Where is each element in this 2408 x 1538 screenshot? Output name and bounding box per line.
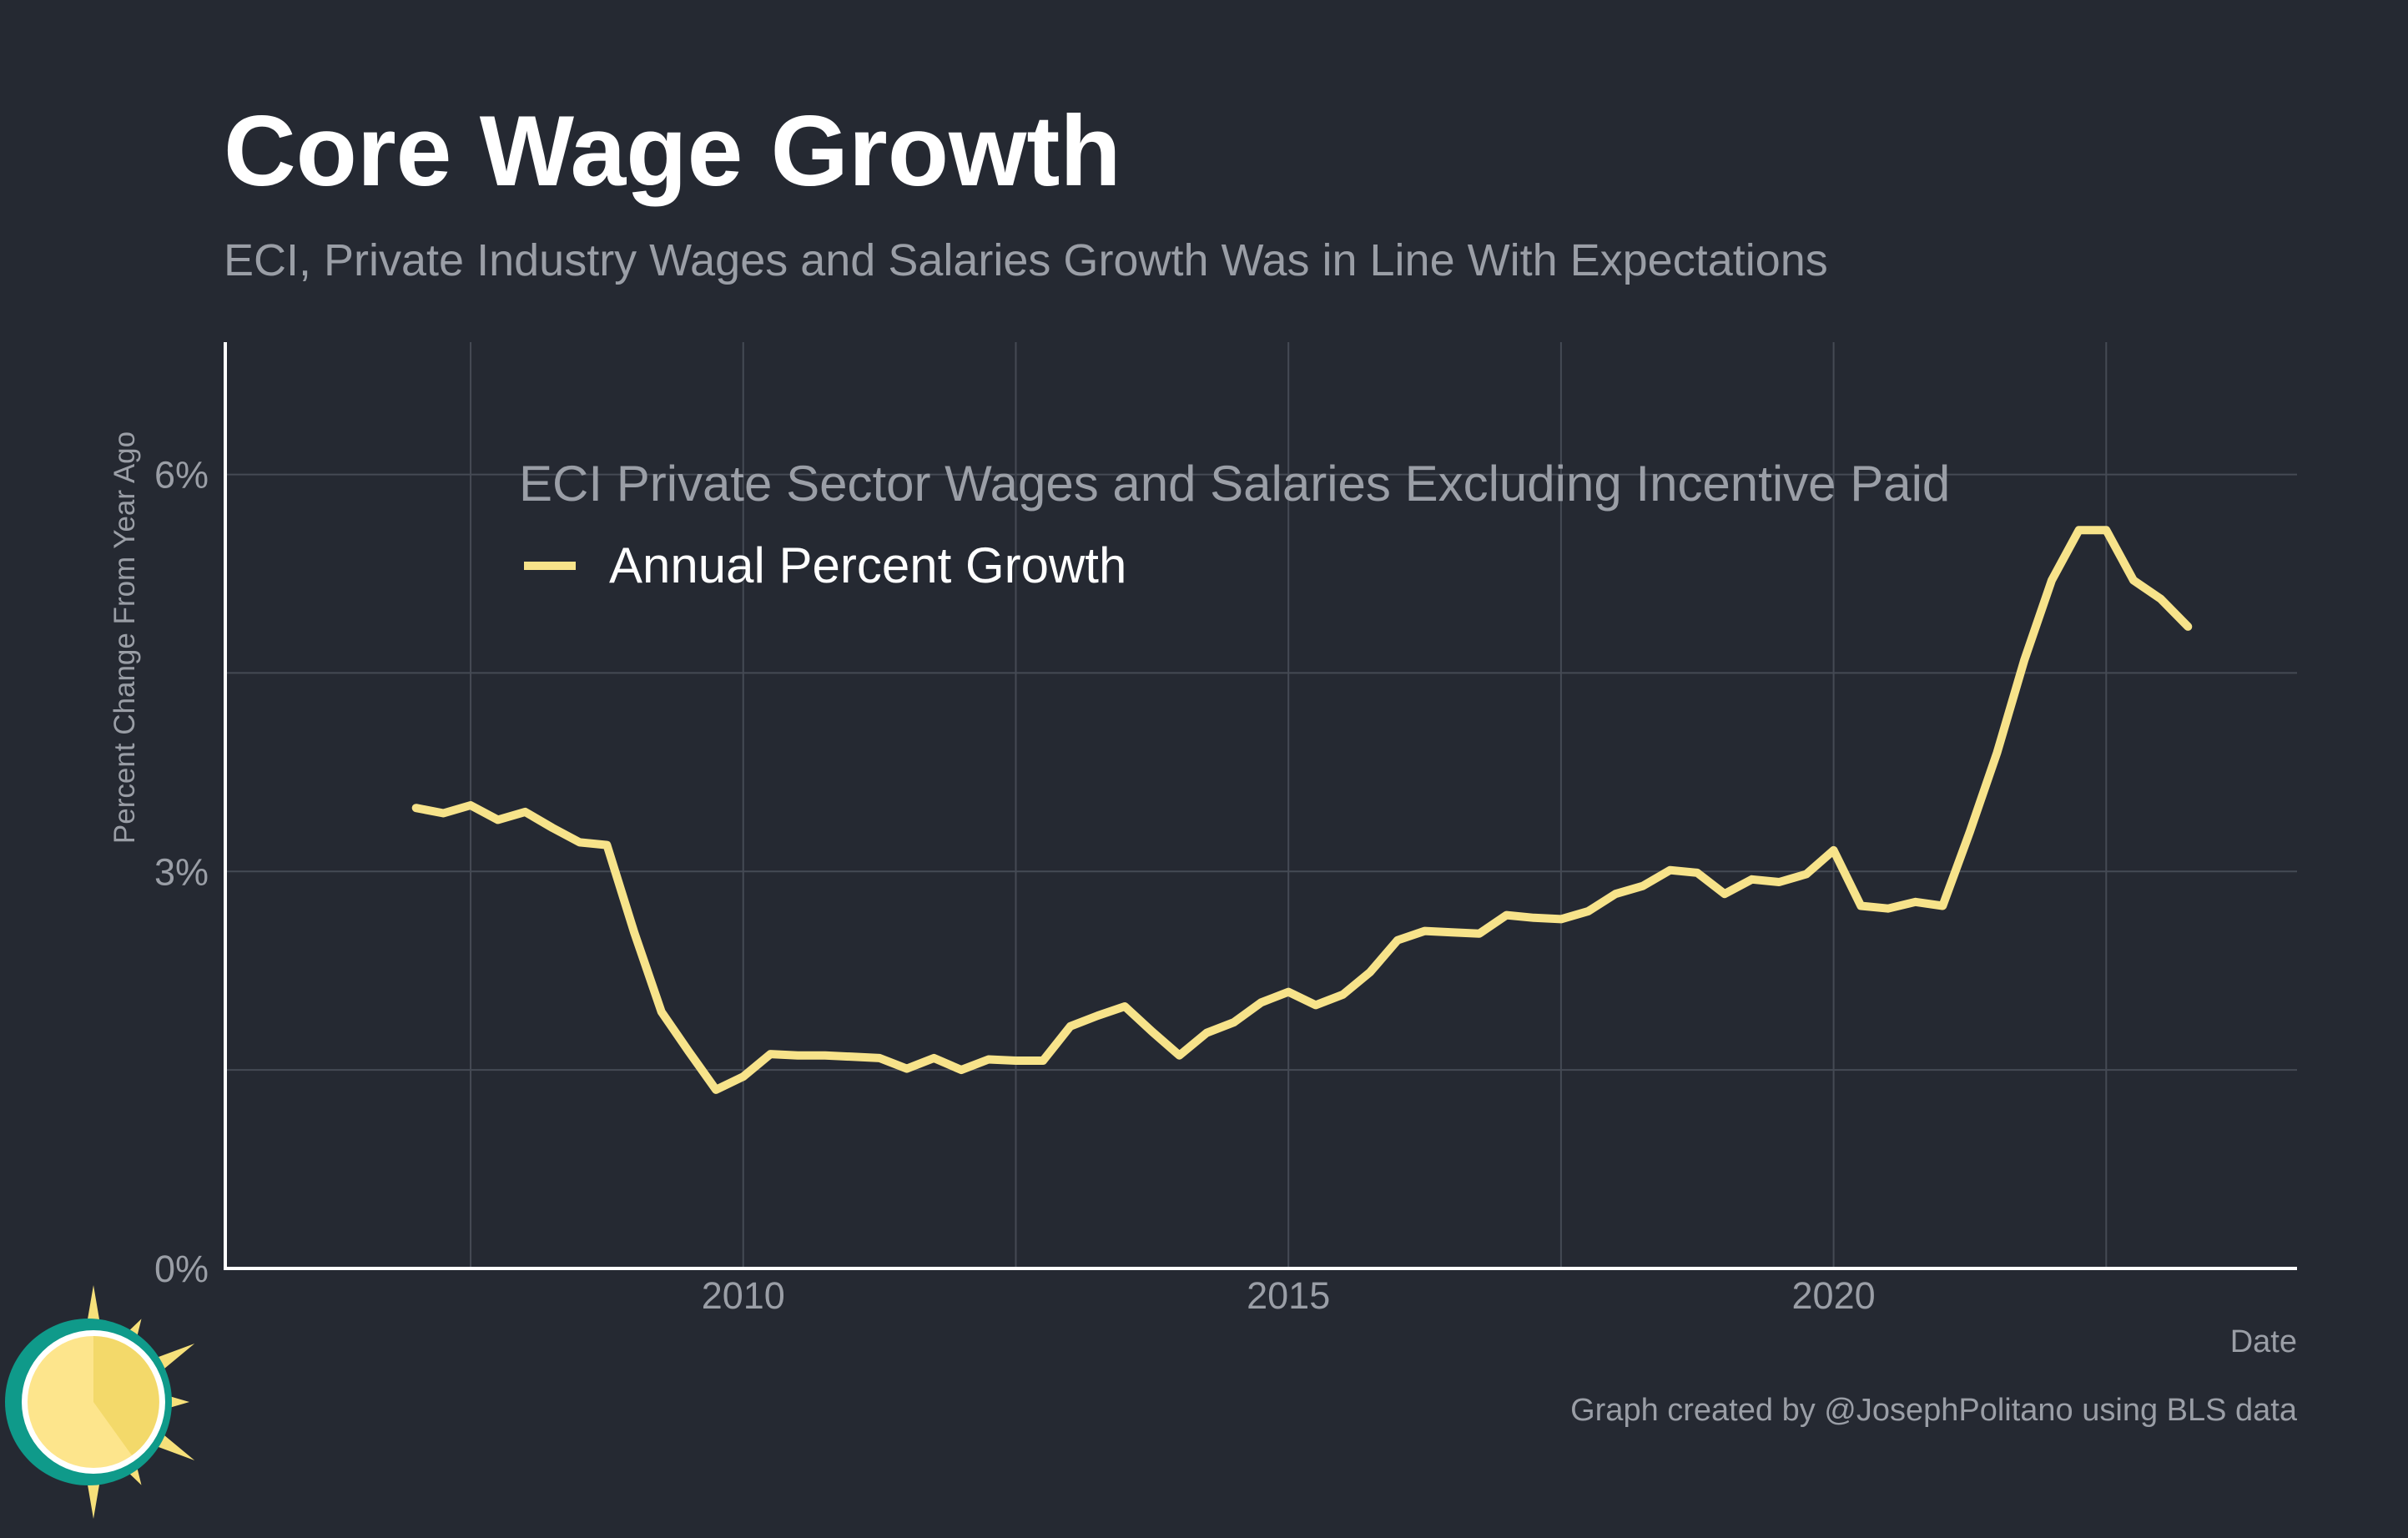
series-line [411,526,2193,1094]
x-tick-label: 2010 [702,1274,785,1317]
x-axis-label: Date [2230,1324,2297,1359]
sun-logo-icon [5,1285,195,1519]
x-ticks: 2010 2015 2020 [702,1274,1876,1317]
legend-label: Annual Percent Growth [609,537,1126,593]
y-axis-label: Percent Change From Year Ago [108,431,141,844]
legend-title: ECI Private Sector Wages and Salaries Ex… [519,456,1950,512]
x-tick-label: 2020 [1792,1274,1876,1317]
y-ticks: 0% 3% 6% [154,454,209,1290]
series-layer [411,526,2193,1094]
legend: ECI Private Sector Wages and Salaries Ex… [519,456,1950,593]
y-tick-label: 6% [154,454,209,497]
chart-title: Core Wage Growth [224,95,1121,207]
y-tick-label: 0% [154,1248,209,1290]
chart-subtitle: ECI, Private Industry Wages and Salaries… [224,235,1828,285]
y-tick-label: 3% [154,850,209,893]
x-tick-label: 2015 [1247,1274,1330,1317]
caption: Graph created by @JosephPolitano using B… [1570,1393,2298,1428]
